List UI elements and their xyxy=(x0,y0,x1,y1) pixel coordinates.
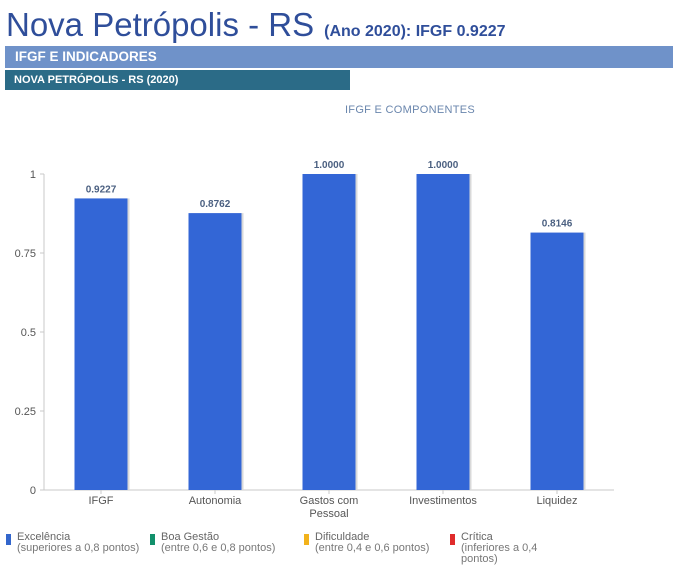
year-index-title: (Ano 2020): IFGF 0.9227 xyxy=(324,23,506,40)
data-label: 0.8146 xyxy=(542,219,573,230)
legend-desc-dificuldade: (entre 0,4 e 0,6 pontos) xyxy=(315,542,430,554)
legend-swatch-excelencia xyxy=(6,534,11,545)
y-tick-label: 0.75 xyxy=(15,248,36,260)
bar xyxy=(302,174,356,490)
legend-desc-boa-gestao: (entre 0,6 e 0,8 pontos) xyxy=(161,542,276,554)
legend-label-dificuldade: Dificuldade xyxy=(315,531,370,543)
section-banner: IFGF E INDICADORES xyxy=(5,46,673,68)
legend-item-excelencia: Excelência (superiores a 0,8 pontos) xyxy=(6,532,146,566)
legend-label-boa-gestao: Boa Gestão xyxy=(161,531,220,543)
y-tick-label: 0 xyxy=(30,485,36,497)
bar xyxy=(530,232,584,490)
x-tick-label: IFGF xyxy=(88,495,113,507)
y-tick-label: 0.25 xyxy=(15,406,36,418)
legend-item-boa-gestao: Boa Gestão (entre 0,6 e 0,8 pontos) xyxy=(150,532,290,566)
legend-label-critica: Crítica xyxy=(461,531,493,543)
bar xyxy=(74,198,128,490)
legend-swatch-critica xyxy=(450,534,455,545)
y-tick-label: 0.5 xyxy=(21,327,36,339)
legend-label-excelencia: Excelência xyxy=(17,531,71,543)
page-title: Nova Petrópolis - RS (Ano 2020): IFGF 0.9… xyxy=(6,6,506,44)
data-label: 0.9227 xyxy=(86,184,117,195)
x-tick-label: Autonomia xyxy=(189,495,242,507)
legend-desc-excelencia: (superiores a 0,8 pontos) xyxy=(17,542,140,554)
data-label: 0.8762 xyxy=(200,199,231,210)
legend-desc-critica: (inferiores a 0,4 pontos) xyxy=(461,542,538,565)
x-tick-label: Gastos com Pessoal xyxy=(300,495,359,520)
bar xyxy=(188,213,242,491)
y-tick-label: 1 xyxy=(30,169,36,181)
chart-title: IFGF E COMPONENTES xyxy=(344,104,476,116)
legend-swatch-dificuldade xyxy=(304,534,309,545)
legend-item-critica: Crítica (inferiores a 0,4 pontos) xyxy=(450,532,550,566)
bar xyxy=(416,174,470,490)
data-label: 1.0000 xyxy=(314,160,345,171)
legend-swatch-boa-gestao xyxy=(150,534,155,545)
data-label: 1.0000 xyxy=(428,160,459,171)
city-title: Nova Petrópolis - RS xyxy=(6,6,315,43)
x-tick-label: Investimentos xyxy=(409,495,477,507)
legend-item-dificuldade: Dificuldade (entre 0,4 e 0,6 pontos) xyxy=(304,532,444,566)
x-tick-label: Liquidez xyxy=(537,495,578,507)
subsection-banner: NOVA PETRÓPOLIS - RS (2020) xyxy=(5,70,350,90)
